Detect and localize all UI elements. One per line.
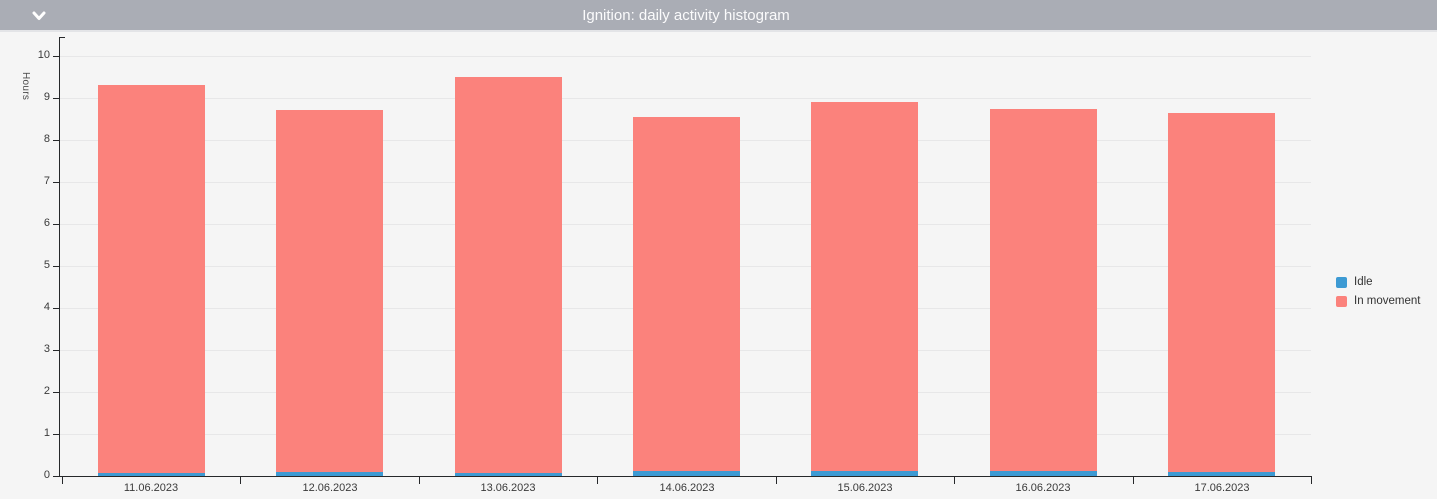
legend-item[interactable]: In movement: [1336, 295, 1420, 307]
y-axis-tick-label: 8: [43, 133, 50, 145]
y-axis-end-tick: [60, 37, 65, 38]
legend: Idle In movement: [1336, 276, 1420, 314]
gridline: [60, 56, 1311, 57]
y-axis-tick: [53, 392, 60, 393]
x-axis-tick: [954, 476, 955, 484]
x-axis-tick-label: 15.06.2023: [837, 482, 893, 494]
bar-segment-idle[interactable]: [276, 472, 383, 476]
y-axis-tick-label: 9: [43, 91, 50, 103]
y-axis-tick-label: 7: [43, 175, 50, 187]
y-axis-tick-label: 4: [43, 301, 50, 313]
gridline: [60, 98, 1311, 99]
x-axis-tick: [597, 476, 598, 484]
x-axis-tick-label: 17.06.2023: [1194, 482, 1250, 494]
x-axis-line: [59, 476, 1312, 477]
x-axis-tick-label: 13.06.2023: [480, 482, 536, 494]
x-axis-tick-label: 11.06.2023: [123, 482, 179, 494]
bar-segment-idle[interactable]: [811, 471, 918, 476]
bar-segment-idle[interactable]: [633, 471, 740, 476]
bar-segment-in-movement[interactable]: [1168, 113, 1275, 472]
bar-segment-in-movement[interactable]: [455, 77, 562, 473]
y-axis-tick-label: 2: [43, 385, 50, 397]
y-axis-tick: [53, 350, 60, 351]
legend-item[interactable]: Idle: [1336, 276, 1420, 288]
x-axis-tick: [62, 476, 63, 484]
bar-segment-in-movement[interactable]: [276, 110, 383, 472]
y-axis-tick-label: 5: [43, 259, 50, 271]
x-axis-tick-label: 12.06.2023: [302, 482, 358, 494]
bar-segment-idle[interactable]: [990, 471, 1097, 476]
bar-segment-idle[interactable]: [1168, 472, 1275, 476]
y-axis-tick: [53, 434, 60, 435]
chevron-down-icon: [31, 10, 47, 22]
bar-segment-idle[interactable]: [455, 473, 562, 476]
legend-label: In movement: [1354, 295, 1421, 307]
x-axis-tick: [419, 476, 420, 484]
y-axis-tick-label: 1: [43, 427, 50, 439]
bar-segment-idle[interactable]: [98, 473, 205, 476]
x-axis-tick: [240, 476, 241, 484]
bar-segment-in-movement[interactable]: [811, 102, 918, 471]
y-axis-tick-label: 3: [43, 343, 50, 355]
x-axis-tick-label: 16.06.2023: [1015, 482, 1071, 494]
y-axis-tick: [53, 140, 60, 141]
collapse-button[interactable]: [26, 6, 52, 26]
bar-segment-in-movement[interactable]: [633, 117, 740, 471]
y-axis-tick: [53, 224, 60, 225]
chart-title: Ignition: daily activity histogram: [582, 7, 790, 24]
y-axis-tick: [53, 56, 60, 57]
y-axis-tick-label: 6: [43, 217, 50, 229]
y-axis-tick: [53, 98, 60, 99]
legend-label: Idle: [1354, 276, 1373, 288]
legend-swatch-icon: [1336, 295, 1347, 307]
x-axis-tick: [1311, 476, 1312, 484]
y-axis-tick: [53, 182, 60, 183]
y-axis-tick-label: 10: [37, 49, 50, 61]
chart-area: 0 1 2 3 4 5 6 7 8 9 10 11.06.2023 12.06.2023 13.06.20…: [0, 34, 1437, 499]
y-axis-tick: [53, 476, 60, 477]
y-axis-tick: [53, 308, 60, 309]
legend-swatch-icon: [1336, 276, 1347, 288]
y-axis-tick-label: 0: [43, 469, 50, 481]
x-axis-tick: [1133, 476, 1134, 484]
bar-segment-in-movement[interactable]: [990, 109, 1097, 471]
bar-segment-in-movement[interactable]: [98, 85, 205, 473]
x-axis-tick: [776, 476, 777, 484]
y-axis-tick: [53, 266, 60, 267]
x-axis-tick-label: 14.06.2023: [659, 482, 715, 494]
y-axis-line: [59, 37, 60, 476]
y-axis-title: Hours: [20, 72, 31, 101]
widget-header: Ignition: daily activity histogram: [0, 0, 1437, 32]
